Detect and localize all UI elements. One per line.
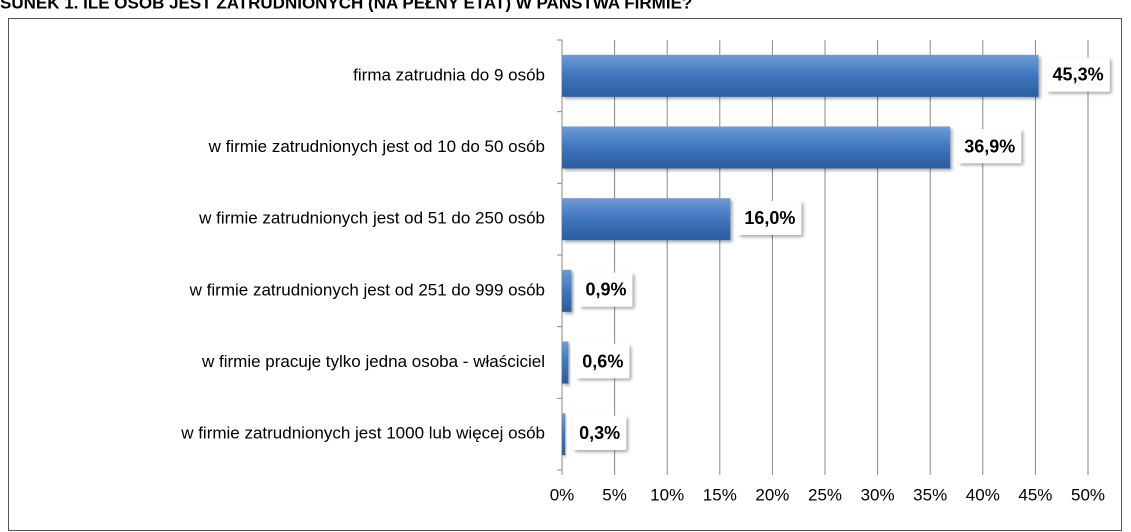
- bar: [562, 126, 951, 169]
- x-tick-label: 15%: [703, 485, 737, 504]
- value-label: 0,6%: [582, 351, 623, 371]
- y-tick-label: firma zatrudnia do 9 osób: [353, 65, 545, 84]
- y-tick-label: w firmie zatrudnionych jest 1000 lub wię…: [180, 424, 545, 443]
- x-tick-label: 25%: [808, 485, 842, 504]
- x-tick-label: 45%: [1018, 485, 1052, 504]
- value-label-box: [1046, 57, 1110, 92]
- bar: [562, 54, 1039, 97]
- y-tick-label: w firmie zatrudnionych jest od 51 do 250…: [198, 209, 545, 228]
- bar: [562, 269, 572, 312]
- value-label-box: [738, 200, 802, 235]
- value-label: 45,3%: [1053, 65, 1104, 85]
- bar: [562, 198, 731, 241]
- value-label: 16,0%: [744, 208, 795, 228]
- value-label: 0,9%: [585, 280, 626, 300]
- bar: [562, 341, 569, 384]
- y-tick-label: w firmie pracuje tylko jedna osoba - wła…: [201, 352, 545, 371]
- x-tick-label: 40%: [966, 485, 1000, 504]
- x-tick-label: 30%: [861, 485, 895, 504]
- value-label: 0,3%: [579, 423, 620, 443]
- bar: [562, 413, 566, 456]
- value-label-box: [958, 129, 1022, 164]
- frame: [8, 18, 1122, 531]
- x-tick-label: 0%: [550, 485, 575, 504]
- x-tick-label: 50%: [1071, 485, 1105, 504]
- chart-title: SUNEK 1. ILE OSÓB JEST ZATRUDNIONYCH (NA…: [0, 0, 692, 12]
- value-label-box: [573, 415, 627, 450]
- y-tick-label: w firmie zatrudnionych jest od 251 do 99…: [189, 280, 545, 299]
- x-tick-label: 5%: [602, 485, 627, 504]
- y-tick-label: w firmie zatrudnionych jest od 10 do 50 …: [208, 137, 545, 156]
- value-label: 36,9%: [964, 136, 1015, 156]
- x-tick-label: 35%: [913, 485, 947, 504]
- x-tick-label: 10%: [650, 485, 684, 504]
- value-label-box: [579, 272, 633, 307]
- x-tick-label: 20%: [755, 485, 789, 504]
- value-label-box: [576, 344, 630, 379]
